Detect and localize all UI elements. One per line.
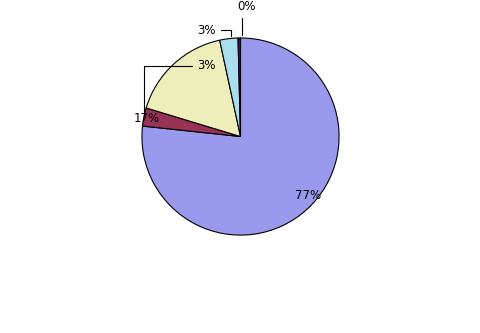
Text: 3%: 3% bbox=[197, 24, 231, 37]
Text: 0%: 0% bbox=[237, 0, 255, 35]
Wedge shape bbox=[238, 38, 240, 137]
Wedge shape bbox=[142, 108, 240, 137]
Text: 77%: 77% bbox=[294, 189, 320, 202]
Wedge shape bbox=[142, 38, 338, 235]
Text: 17%: 17% bbox=[133, 112, 159, 125]
Wedge shape bbox=[219, 38, 240, 137]
Wedge shape bbox=[146, 40, 240, 137]
Text: 3%: 3% bbox=[144, 59, 216, 112]
